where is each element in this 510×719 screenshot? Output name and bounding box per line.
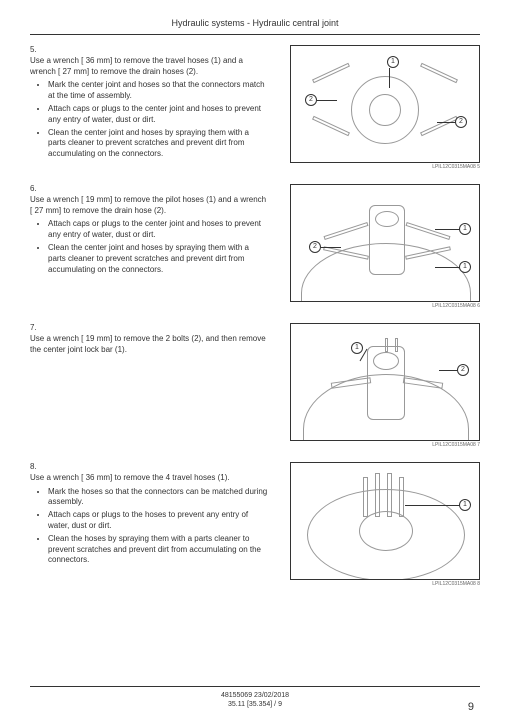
step-5-bullet-3: Clean the center joint and hoses by spra… xyxy=(48,128,268,160)
step-6: 6. Use a wrench [ 19 mm] to remove the p… xyxy=(30,184,480,309)
step-6-number: 6. xyxy=(30,184,42,195)
step-8-bullet-1: Mark the hoses so that the connectors ca… xyxy=(48,487,268,509)
step-8-figure: 1 LPIL12C0315MA08 8 xyxy=(290,462,480,587)
page: Hydraulic systems - Hydraulic central jo… xyxy=(0,0,510,719)
step-6-bullet-2: Clean the center joint and hoses by spra… xyxy=(48,243,268,275)
step-6-caption: LPIL12C0315MA08 6 xyxy=(290,303,480,309)
step-5: 5. Use a wrench [ 36 mm] to remove the t… xyxy=(30,45,480,170)
step-7-imgbox: 1 2 xyxy=(290,323,480,441)
callout-2: 2 xyxy=(309,241,321,253)
step-6-figure: 1 1 2 LPIL12C0315MA08 6 xyxy=(290,184,480,309)
step-8-bullet-2: Attach caps or plugs to the hoses to pre… xyxy=(48,510,268,532)
step-8-main: Use a wrench [ 36 mm] to remove the 4 tr… xyxy=(30,473,230,482)
step-7-main: Use a wrench [ 19 mm] to remove the 2 bo… xyxy=(30,334,266,354)
step-8-imgbox: 1 xyxy=(290,462,480,580)
callout-2: 2 xyxy=(457,364,469,376)
step-6-main: Use a wrench [ 19 mm] to remove the pilo… xyxy=(30,195,266,215)
step-5-imgbox: 1 2 2 xyxy=(290,45,480,163)
step-7-body: Use a wrench [ 19 mm] to remove the 2 bo… xyxy=(30,334,268,356)
page-footer: 48155069 23/02/2018 35.11 [35.354] / 9 xyxy=(0,686,510,709)
footer-line2: 35.11 [35.354] / 9 xyxy=(0,700,510,709)
footer-line1: 48155069 23/02/2018 xyxy=(0,691,510,700)
step-5-bullet-1: Mark the center joint and hoses so that … xyxy=(48,80,268,102)
step-8-body: Use a wrench [ 36 mm] to remove the 4 tr… xyxy=(30,473,268,568)
step-8-number: 8. xyxy=(30,462,42,473)
step-8-bullet-3: Clean the hoses by spraying them with a … xyxy=(48,534,268,566)
callout-1: 1 xyxy=(387,56,399,68)
callout-1a: 1 xyxy=(459,223,471,235)
callout-1b: 1 xyxy=(459,261,471,273)
callout-2b: 2 xyxy=(455,116,467,128)
step-6-bullets: Attach caps or plugs to the center joint… xyxy=(48,219,268,275)
footer-divider xyxy=(30,686,480,687)
callout-2a: 2 xyxy=(305,94,317,106)
header-divider xyxy=(30,34,480,35)
step-6-bullet-1: Attach caps or plugs to the center joint… xyxy=(48,219,268,241)
step-5-text: 5. Use a wrench [ 36 mm] to remove the t… xyxy=(30,45,282,170)
step-5-number: 5. xyxy=(30,45,42,56)
callout-1: 1 xyxy=(351,342,363,354)
step-7: 7. Use a wrench [ 19 mm] to remove the 2… xyxy=(30,323,480,448)
step-5-bullet-2: Attach caps or plugs to the center joint… xyxy=(48,104,268,126)
step-7-number: 7. xyxy=(30,323,42,334)
step-8-bullets: Mark the hoses so that the connectors ca… xyxy=(48,487,268,567)
step-7-text: 7. Use a wrench [ 19 mm] to remove the 2… xyxy=(30,323,282,448)
callout-1: 1 xyxy=(459,499,471,511)
step-8-caption: LPIL12C0315MA08 8 xyxy=(290,581,480,587)
step-7-caption: LPIL12C0315MA08 7 xyxy=(290,442,480,448)
page-header: Hydraulic systems - Hydraulic central jo… xyxy=(30,18,480,28)
step-5-bullets: Mark the center joint and hoses so that … xyxy=(48,80,268,160)
step-8: 8. Use a wrench [ 36 mm] to remove the 4… xyxy=(30,462,480,587)
step-7-figure: 1 2 LPIL12C0315MA08 7 xyxy=(290,323,480,448)
step-6-text: 6. Use a wrench [ 19 mm] to remove the p… xyxy=(30,184,282,309)
step-5-main: Use a wrench [ 36 mm] to remove the trav… xyxy=(30,56,243,76)
step-6-imgbox: 1 1 2 xyxy=(290,184,480,302)
page-number: 9 xyxy=(468,701,474,713)
step-5-body: Use a wrench [ 36 mm] to remove the trav… xyxy=(30,56,268,162)
step-6-body: Use a wrench [ 19 mm] to remove the pilo… xyxy=(30,195,268,278)
step-5-caption: LPIL12C0315MA08 5 xyxy=(290,164,480,170)
step-5-figure: 1 2 2 LPIL12C0315MA08 5 xyxy=(290,45,480,170)
step-8-text: 8. Use a wrench [ 36 mm] to remove the 4… xyxy=(30,462,282,587)
